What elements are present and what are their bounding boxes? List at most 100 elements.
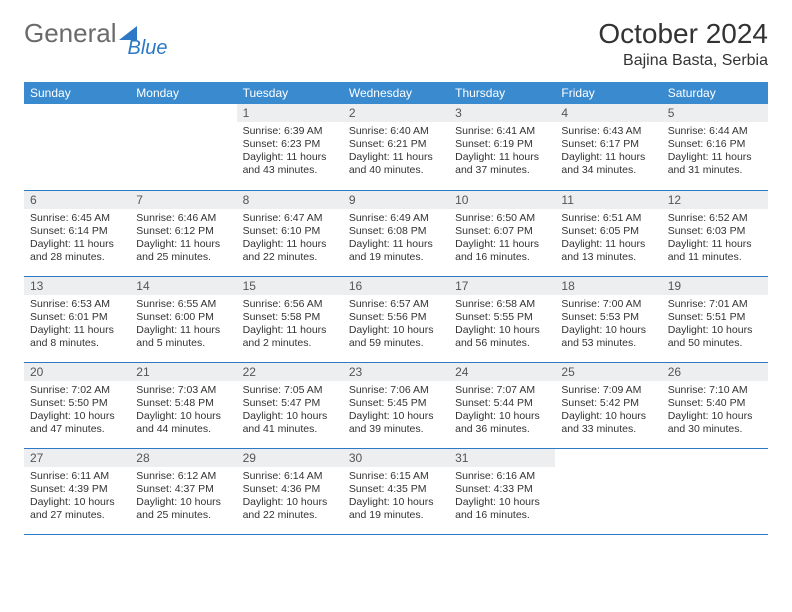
day-number: 15	[237, 277, 343, 295]
sunset-text: Sunset: 6:10 PM	[243, 225, 337, 238]
weekday-header: Monday	[130, 82, 236, 104]
day-number: 30	[343, 449, 449, 467]
daylight-line2: and 43 minutes.	[243, 164, 337, 177]
daylight-line1: Daylight: 10 hours	[136, 496, 230, 509]
daylight-line2: and 31 minutes.	[668, 164, 762, 177]
day-number: 24	[449, 363, 555, 381]
day-body: Sunrise: 6:11 AMSunset: 4:39 PMDaylight:…	[24, 467, 130, 527]
calendar-table: SundayMondayTuesdayWednesdayThursdayFrid…	[24, 82, 768, 535]
sunrise-text: Sunrise: 7:05 AM	[243, 384, 337, 397]
day-number: 18	[555, 277, 661, 295]
daylight-line2: and 2 minutes.	[243, 337, 337, 350]
calendar-day: 19Sunrise: 7:01 AMSunset: 5:51 PMDayligh…	[662, 276, 768, 362]
daylight-line1: Daylight: 11 hours	[668, 238, 762, 251]
daylight-line1: Daylight: 11 hours	[136, 238, 230, 251]
sunrise-text: Sunrise: 6:45 AM	[30, 212, 124, 225]
calendar-day: 5Sunrise: 6:44 AMSunset: 6:16 PMDaylight…	[662, 104, 768, 190]
sunrise-text: Sunrise: 6:15 AM	[349, 470, 443, 483]
calendar-day: 6Sunrise: 6:45 AMSunset: 6:14 PMDaylight…	[24, 190, 130, 276]
calendar-day: 7Sunrise: 6:46 AMSunset: 6:12 PMDaylight…	[130, 190, 236, 276]
daylight-line2: and 53 minutes.	[561, 337, 655, 350]
day-number: 23	[343, 363, 449, 381]
day-number: 2	[343, 104, 449, 122]
sunrise-text: Sunrise: 6:47 AM	[243, 212, 337, 225]
calendar-day: 26Sunrise: 7:10 AMSunset: 5:40 PMDayligh…	[662, 362, 768, 448]
day-number: 8	[237, 191, 343, 209]
sunrise-text: Sunrise: 6:56 AM	[243, 298, 337, 311]
daylight-line2: and 50 minutes.	[668, 337, 762, 350]
sunset-text: Sunset: 6:23 PM	[243, 138, 337, 151]
day-body: Sunrise: 6:49 AMSunset: 6:08 PMDaylight:…	[343, 209, 449, 269]
day-number: 27	[24, 449, 130, 467]
day-number: 9	[343, 191, 449, 209]
daylight-line1: Daylight: 10 hours	[455, 496, 549, 509]
calendar-day: 15Sunrise: 6:56 AMSunset: 5:58 PMDayligh…	[237, 276, 343, 362]
sunrise-text: Sunrise: 6:52 AM	[668, 212, 762, 225]
daylight-line1: Daylight: 11 hours	[136, 324, 230, 337]
daylight-line2: and 13 minutes.	[561, 251, 655, 264]
sunset-text: Sunset: 4:36 PM	[243, 483, 337, 496]
sunrise-text: Sunrise: 6:46 AM	[136, 212, 230, 225]
sunset-text: Sunset: 6:21 PM	[349, 138, 443, 151]
day-body: Sunrise: 6:43 AMSunset: 6:17 PMDaylight:…	[555, 122, 661, 182]
daylight-line2: and 34 minutes.	[561, 164, 655, 177]
daylight-line1: Daylight: 10 hours	[243, 410, 337, 423]
day-number: 29	[237, 449, 343, 467]
daylight-line2: and 37 minutes.	[455, 164, 549, 177]
day-number: 25	[555, 363, 661, 381]
weekday-header: Friday	[555, 82, 661, 104]
sunrise-text: Sunrise: 6:11 AM	[30, 470, 124, 483]
calendar-day: 20Sunrise: 7:02 AMSunset: 5:50 PMDayligh…	[24, 362, 130, 448]
sunrise-text: Sunrise: 7:07 AM	[455, 384, 549, 397]
calendar-day-empty	[130, 104, 236, 190]
weekday-header: Saturday	[662, 82, 768, 104]
header: General Blue October 2024 Bajina Basta, …	[24, 18, 768, 70]
day-body: Sunrise: 7:10 AMSunset: 5:40 PMDaylight:…	[662, 381, 768, 441]
calendar-day: 3Sunrise: 6:41 AMSunset: 6:19 PMDaylight…	[449, 104, 555, 190]
sunset-text: Sunset: 5:51 PM	[668, 311, 762, 324]
daylight-line2: and 11 minutes.	[668, 251, 762, 264]
calendar-week: 1Sunrise: 6:39 AMSunset: 6:23 PMDaylight…	[24, 104, 768, 190]
calendar-day: 22Sunrise: 7:05 AMSunset: 5:47 PMDayligh…	[237, 362, 343, 448]
daylight-line1: Daylight: 11 hours	[561, 238, 655, 251]
daylight-line2: and 41 minutes.	[243, 423, 337, 436]
sunrise-text: Sunrise: 6:49 AM	[349, 212, 443, 225]
daylight-line1: Daylight: 11 hours	[455, 151, 549, 164]
weekday-header: Wednesday	[343, 82, 449, 104]
sunset-text: Sunset: 5:40 PM	[668, 397, 762, 410]
sunset-text: Sunset: 5:47 PM	[243, 397, 337, 410]
day-body: Sunrise: 6:16 AMSunset: 4:33 PMDaylight:…	[449, 467, 555, 527]
sunrise-text: Sunrise: 6:51 AM	[561, 212, 655, 225]
sunrise-text: Sunrise: 7:00 AM	[561, 298, 655, 311]
sunrise-text: Sunrise: 6:53 AM	[30, 298, 124, 311]
daylight-line1: Daylight: 11 hours	[30, 238, 124, 251]
weekday-header: Thursday	[449, 82, 555, 104]
daylight-line2: and 30 minutes.	[668, 423, 762, 436]
calendar-body: 1Sunrise: 6:39 AMSunset: 6:23 PMDaylight…	[24, 104, 768, 534]
calendar-day: 1Sunrise: 6:39 AMSunset: 6:23 PMDaylight…	[237, 104, 343, 190]
daylight-line1: Daylight: 10 hours	[455, 324, 549, 337]
daylight-line1: Daylight: 10 hours	[668, 410, 762, 423]
calendar-day-empty	[662, 448, 768, 534]
sunrise-text: Sunrise: 6:58 AM	[455, 298, 549, 311]
day-body: Sunrise: 7:07 AMSunset: 5:44 PMDaylight:…	[449, 381, 555, 441]
sunset-text: Sunset: 4:33 PM	[455, 483, 549, 496]
day-number: 5	[662, 104, 768, 122]
calendar-day: 18Sunrise: 7:00 AMSunset: 5:53 PMDayligh…	[555, 276, 661, 362]
day-body: Sunrise: 6:45 AMSunset: 6:14 PMDaylight:…	[24, 209, 130, 269]
day-body: Sunrise: 6:44 AMSunset: 6:16 PMDaylight:…	[662, 122, 768, 182]
day-body: Sunrise: 6:57 AMSunset: 5:56 PMDaylight:…	[343, 295, 449, 355]
daylight-line1: Daylight: 11 hours	[349, 238, 443, 251]
sunset-text: Sunset: 4:37 PM	[136, 483, 230, 496]
daylight-line2: and 16 minutes.	[455, 509, 549, 522]
sunset-text: Sunset: 5:50 PM	[30, 397, 124, 410]
daylight-line1: Daylight: 10 hours	[349, 324, 443, 337]
day-number: 4	[555, 104, 661, 122]
day-body: Sunrise: 7:06 AMSunset: 5:45 PMDaylight:…	[343, 381, 449, 441]
day-body: Sunrise: 7:03 AMSunset: 5:48 PMDaylight:…	[130, 381, 236, 441]
daylight-line1: Daylight: 10 hours	[136, 410, 230, 423]
day-body: Sunrise: 6:52 AMSunset: 6:03 PMDaylight:…	[662, 209, 768, 269]
sunset-text: Sunset: 4:35 PM	[349, 483, 443, 496]
calendar-week: 27Sunrise: 6:11 AMSunset: 4:39 PMDayligh…	[24, 448, 768, 534]
day-number: 12	[662, 191, 768, 209]
